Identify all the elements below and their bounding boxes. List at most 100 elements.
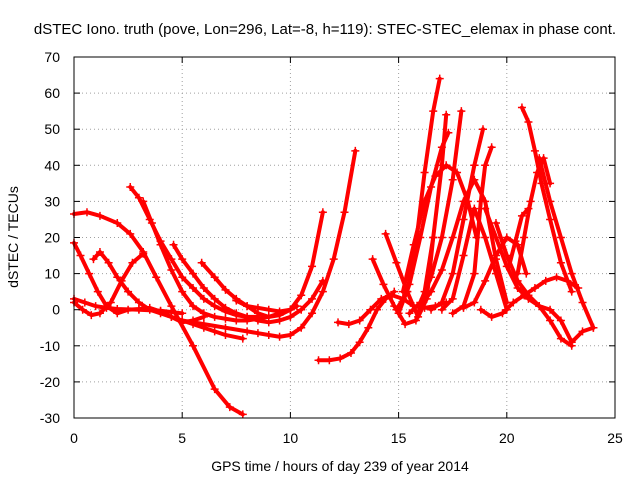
data-point <box>481 161 490 170</box>
data-point <box>199 320 208 329</box>
data-point <box>134 305 143 314</box>
data-point <box>264 312 273 321</box>
data-point <box>95 211 104 220</box>
data-point <box>522 269 531 278</box>
data-point <box>524 291 533 300</box>
data-point <box>487 312 496 321</box>
data-point <box>427 273 436 282</box>
data-point <box>448 233 457 242</box>
data-point <box>264 330 273 339</box>
data-point <box>578 298 587 307</box>
data-point <box>409 240 418 249</box>
data-point <box>243 327 252 336</box>
data-point <box>221 323 230 332</box>
data-point <box>513 284 522 293</box>
data-point <box>513 269 522 278</box>
data-point <box>429 107 438 116</box>
series-line <box>537 156 596 330</box>
data-point <box>437 305 446 314</box>
data-point <box>95 247 104 256</box>
series-arc-31 <box>535 154 598 332</box>
data-point <box>513 276 522 285</box>
data-point <box>530 146 539 155</box>
x-tick-label: 5 <box>178 430 186 446</box>
data-point <box>470 298 479 307</box>
data-point <box>429 233 438 242</box>
data-point <box>126 229 135 238</box>
data-point <box>243 302 252 311</box>
data-point <box>459 215 468 224</box>
data-point <box>189 302 198 311</box>
series-arc-23 <box>437 204 511 314</box>
data-point <box>199 309 208 318</box>
data-point <box>444 128 453 137</box>
data-point <box>89 255 98 264</box>
data-point <box>442 161 451 170</box>
data-point <box>336 354 345 363</box>
data-point <box>368 255 377 264</box>
data-point <box>530 284 539 293</box>
data-point <box>152 273 161 282</box>
data-point <box>448 309 457 318</box>
series-line <box>515 156 553 276</box>
data-point <box>178 287 187 296</box>
data-point <box>286 312 295 321</box>
data-point <box>502 233 511 242</box>
data-point <box>275 307 284 316</box>
y-tick-label: 40 <box>44 157 60 173</box>
data-point <box>481 233 490 242</box>
data-point <box>318 208 327 217</box>
data-point <box>546 316 555 325</box>
data-point <box>556 334 565 343</box>
y-tick-label: -10 <box>40 338 60 354</box>
data-point <box>504 262 513 271</box>
data-point <box>221 330 230 339</box>
data-point <box>156 240 165 249</box>
data-point <box>93 287 102 296</box>
data-point <box>178 316 187 325</box>
data-point <box>197 258 206 267</box>
data-point <box>437 265 446 274</box>
data-point <box>442 110 451 119</box>
data-point <box>147 219 156 228</box>
series-line <box>506 206 531 269</box>
data-point <box>325 356 334 365</box>
y-tick-label: 50 <box>44 121 60 137</box>
series-arc-11 <box>232 296 301 316</box>
data-point <box>76 251 85 260</box>
x-tick-label: 25 <box>607 430 623 446</box>
data-point <box>139 249 148 258</box>
chart-grid <box>74 57 615 418</box>
data-point <box>526 197 535 206</box>
data-point <box>85 269 94 278</box>
data-point <box>470 161 479 170</box>
data-point <box>405 309 414 318</box>
chart-series <box>70 74 598 419</box>
data-point <box>221 285 230 294</box>
data-point <box>476 305 485 314</box>
series-arc-14 <box>368 110 451 329</box>
data-point <box>189 284 198 293</box>
data-point <box>457 107 466 116</box>
series-line <box>429 127 485 312</box>
data-point <box>221 303 230 312</box>
data-point <box>459 303 468 312</box>
data-point <box>178 309 187 318</box>
data-point <box>113 219 122 228</box>
data-point <box>481 276 490 285</box>
data-point <box>169 240 178 249</box>
data-point <box>437 298 446 307</box>
data-point <box>546 215 555 224</box>
data-point <box>126 182 135 191</box>
data-point <box>491 251 500 260</box>
data-point <box>243 312 252 321</box>
y-axis-label: dSTEC / TECUs <box>5 186 21 288</box>
data-point <box>478 125 487 134</box>
data-point <box>502 251 511 260</box>
data-point <box>292 302 301 311</box>
data-point <box>355 316 364 325</box>
data-point <box>139 197 148 206</box>
data-point <box>416 302 425 311</box>
data-point <box>221 314 230 323</box>
